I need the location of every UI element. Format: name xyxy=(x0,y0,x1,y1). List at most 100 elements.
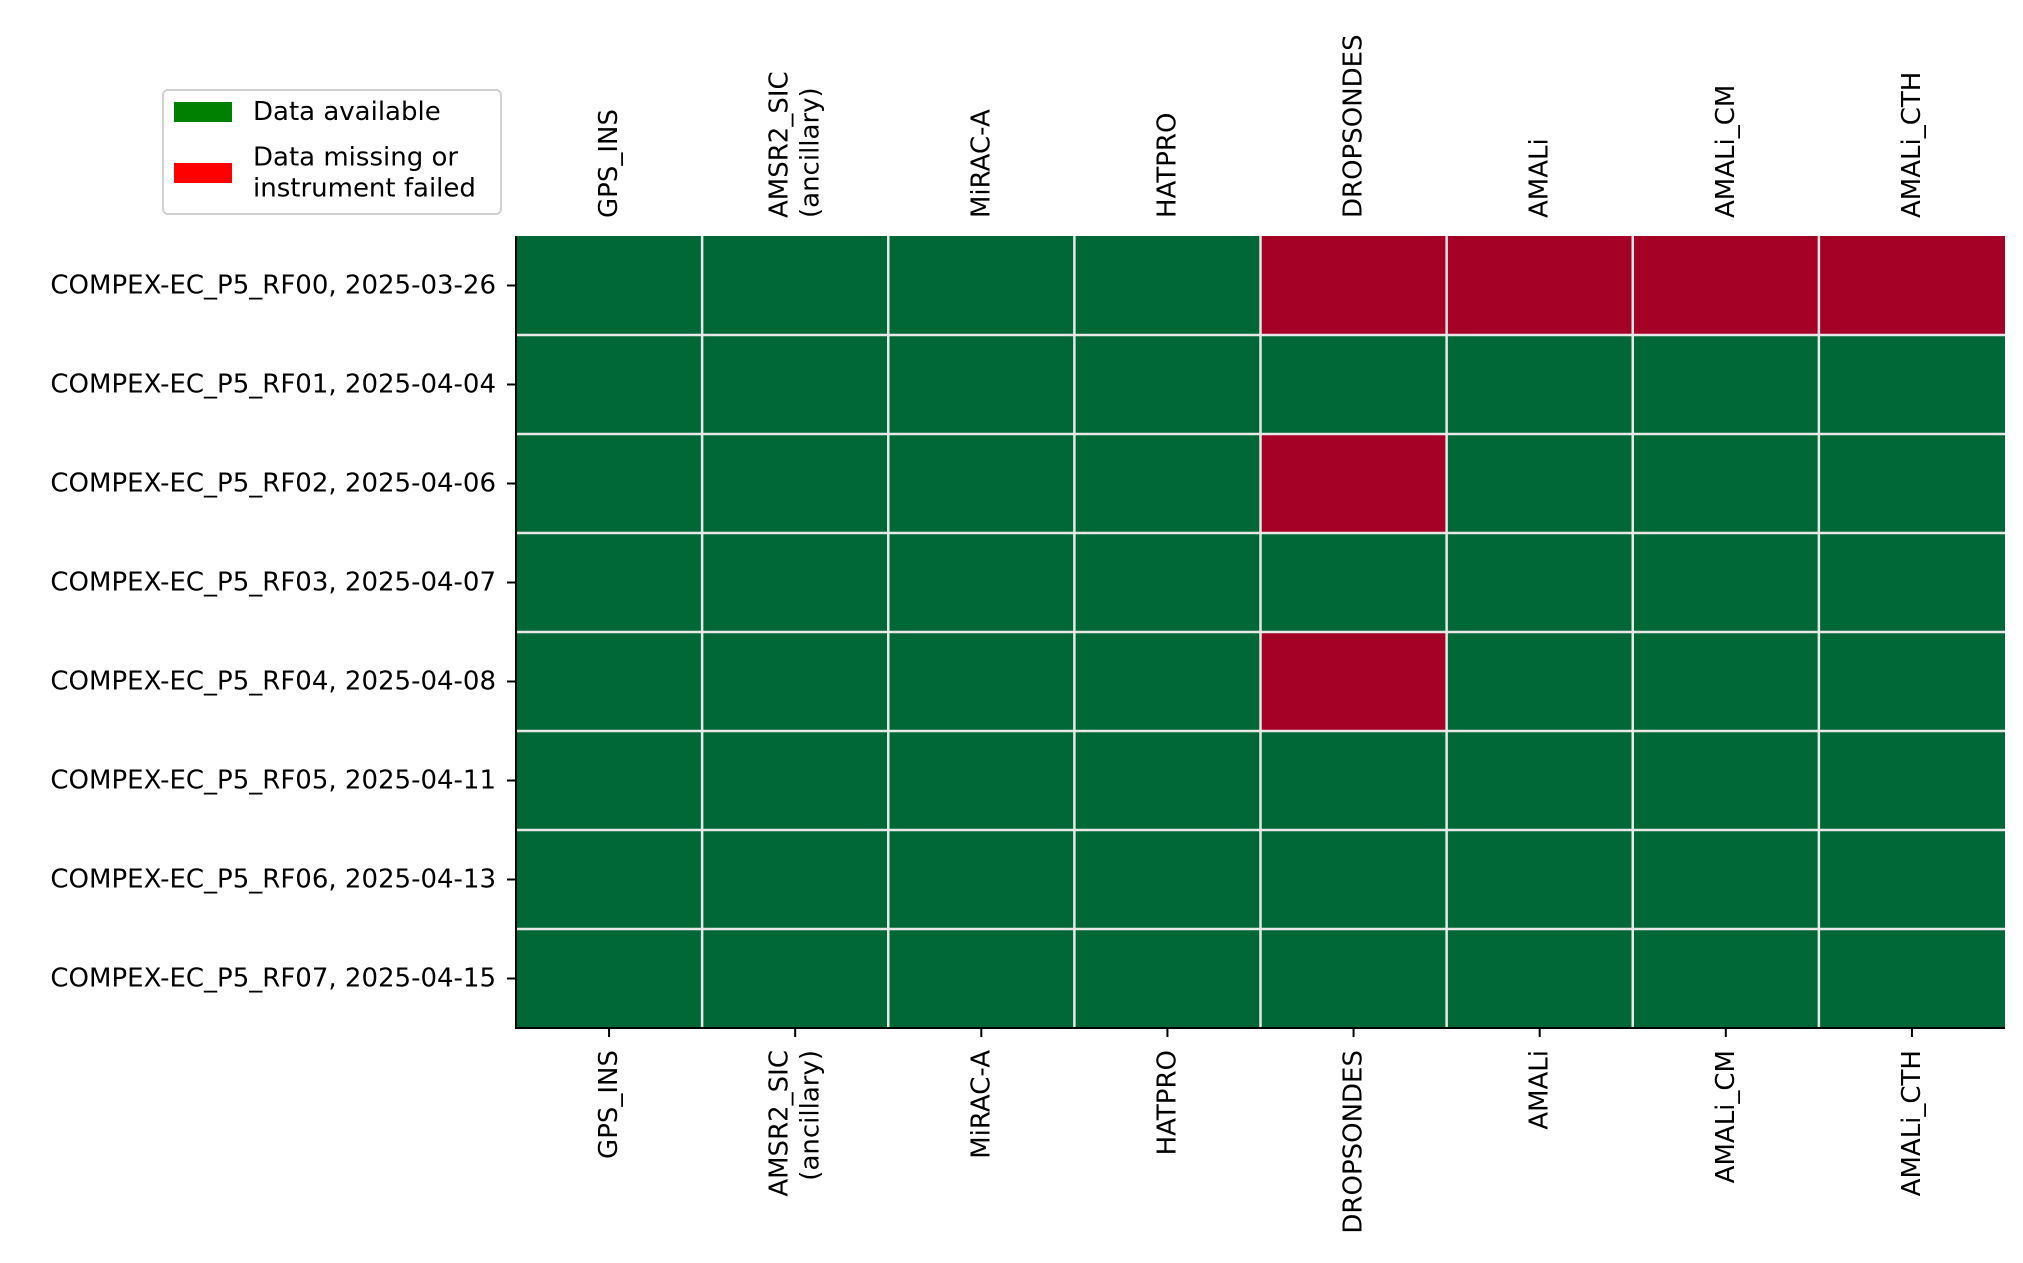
heatmap-cell-r6-c7 xyxy=(1818,830,2005,929)
column-label-line: AMALi_CM xyxy=(1711,85,1741,218)
column-label-line: MiRAC-A xyxy=(966,109,996,218)
column-label-top: MiRAC-A xyxy=(966,109,996,218)
heatmap-cell-r7-c2 xyxy=(888,929,1075,1028)
row-label: COMPEX-EC_P5_RF05, 2025-04-11 xyxy=(50,766,496,796)
heatmap-cell-r7-c7 xyxy=(1818,929,2005,1028)
heatmap-cell-r0-c1 xyxy=(702,236,889,335)
column-label-line: DROPSONDES xyxy=(1339,34,1369,218)
heatmap-cell-r3-c0 xyxy=(516,533,703,632)
heatmap-cell-r2-c7 xyxy=(1818,434,2005,533)
heatmap-cell-r4-c2 xyxy=(888,632,1075,731)
heatmap-cell-r0-c0 xyxy=(516,236,703,335)
heatmap-cell-r6-c2 xyxy=(888,830,1075,929)
column-label-line: AMALi_CM xyxy=(1711,1050,1741,1183)
heatmap-cell-r2-c1 xyxy=(702,434,889,533)
heatmap-cell-r6-c0 xyxy=(516,830,703,929)
heatmap-cell-r3-c4 xyxy=(1260,533,1447,632)
legend-frame xyxy=(162,89,502,215)
heatmap-cell-r6-c1 xyxy=(702,830,889,929)
heatmap-cell-r6-c5 xyxy=(1446,830,1633,929)
heatmap-cell-r5-c4 xyxy=(1260,731,1447,830)
column-label-line: GPS_INS xyxy=(594,109,624,218)
heatmap-cell-r1-c6 xyxy=(1632,335,1819,434)
heatmap-cell-r7-c4 xyxy=(1260,929,1447,1028)
column-label-line: AMALi xyxy=(1525,138,1555,218)
heatmap-cell-r6-c4 xyxy=(1260,830,1447,929)
heatmap-cell-r4-c3 xyxy=(1074,632,1261,731)
heatmap-cell-r4-c7 xyxy=(1818,632,2005,731)
legend: Data available Data missing orinstrument … xyxy=(162,89,502,215)
heatmap-gridlines xyxy=(516,236,2005,1028)
column-label-line: AMSR2_SIC xyxy=(765,71,795,218)
legend-label: instrument failed xyxy=(253,174,476,204)
column-label-bottom: AMSR2_SIC (ancillary) xyxy=(765,1050,826,1197)
heatmap-cell-r0-c3 xyxy=(1074,236,1261,335)
column-label-top: AMALi xyxy=(1525,138,1555,218)
heatmap-cell-r1-c5 xyxy=(1446,335,1633,434)
heatmap-cell-r4-c0 xyxy=(516,632,703,731)
column-label-bottom: MiRAC-A xyxy=(966,1050,996,1159)
column-label-line: AMSR2_SIC xyxy=(765,1050,795,1197)
row-label: COMPEX-EC_P5_RF01, 2025-04-04 xyxy=(50,370,496,400)
heatmap-cell-r7-c0 xyxy=(516,929,703,1028)
column-label-line: (ancillary) xyxy=(796,87,826,218)
heatmap-cell-r1-c2 xyxy=(888,335,1075,434)
column-label-line: AMALi_CTH xyxy=(1897,72,1927,218)
heatmap-cell-r2-c5 xyxy=(1446,434,1633,533)
heatmap-cell-r3-c7 xyxy=(1818,533,2005,632)
heatmap-cell-r0-c4 xyxy=(1260,236,1447,335)
column-labels-top: GPS_INS AMSR2_SIC (ancillary) MiRAC-A HATPRO… xyxy=(594,34,1927,218)
heatmap-cell-r0-c6 xyxy=(1632,236,1819,335)
column-label-top: AMSR2_SIC (ancillary) xyxy=(765,71,826,218)
heatmap-cell-r1-c4 xyxy=(1260,335,1447,434)
heatmap-cell-r0-c2 xyxy=(888,236,1075,335)
row-label: COMPEX-EC_P5_RF00, 2025-03-26 xyxy=(50,271,496,301)
heatmap-cell-r3-c3 xyxy=(1074,533,1261,632)
heatmap-cell-r4-c1 xyxy=(702,632,889,731)
heatmap-cell-r7-c1 xyxy=(702,929,889,1028)
row-label: COMPEX-EC_P5_RF07, 2025-04-15 xyxy=(50,964,496,994)
legend-label: Data missing or xyxy=(253,143,458,173)
column-label-top: AMALi_CTH xyxy=(1897,72,1927,218)
column-label-line: HATPRO xyxy=(1152,1050,1182,1155)
heatmap-cell-r5-c3 xyxy=(1074,731,1261,830)
heatmap-cell-r5-c0 xyxy=(516,731,703,830)
column-label-bottom: HATPRO xyxy=(1152,1050,1182,1155)
column-label-bottom: AMALi_CM xyxy=(1711,1050,1741,1183)
column-label-bottom: GPS_INS xyxy=(594,1050,624,1159)
column-label-top: HATPRO xyxy=(1152,113,1182,218)
column-label-line: AMALi_CTH xyxy=(1897,1050,1927,1196)
heatmap-cell-r1-c7 xyxy=(1818,335,2005,434)
heatmap-cell-r7-c6 xyxy=(1632,929,1819,1028)
column-label-line: HATPRO xyxy=(1152,113,1182,218)
heatmap-cell-r2-c0 xyxy=(516,434,703,533)
heatmap-cell-r2-c2 xyxy=(888,434,1075,533)
heatmap-cells xyxy=(516,236,2005,1028)
heatmap-cell-r2-c6 xyxy=(1632,434,1819,533)
heatmap-cell-r3-c5 xyxy=(1446,533,1633,632)
column-label-line: MiRAC-A xyxy=(966,1050,996,1159)
column-label-line: (ancillary) xyxy=(796,1050,826,1181)
heatmap-cell-r1-c1 xyxy=(702,335,889,434)
column-label-top: GPS_INS xyxy=(594,109,624,218)
legend-swatch xyxy=(174,163,232,183)
column-label-bottom: AMALi_CTH xyxy=(1897,1050,1927,1196)
heatmap-cell-r5-c7 xyxy=(1818,731,2005,830)
column-label-line: DROPSONDES xyxy=(1339,1050,1369,1234)
legend-swatch xyxy=(174,102,232,122)
heatmap-cell-r5-c2 xyxy=(888,731,1075,830)
column-label-top: AMALi_CM xyxy=(1711,85,1741,218)
column-labels-bottom: GPS_INS AMSR2_SIC (ancillary) MiRAC-A HATPRO… xyxy=(594,1050,1927,1234)
heatmap-cell-r2-c3 xyxy=(1074,434,1261,533)
row-label: COMPEX-EC_P5_RF04, 2025-04-08 xyxy=(50,667,496,697)
heatmap-cell-r5-c1 xyxy=(702,731,889,830)
row-label: COMPEX-EC_P5_RF02, 2025-04-06 xyxy=(50,469,496,499)
row-labels: COMPEX-EC_P5_RF00, 2025-03-26 COMPEX-EC_P… xyxy=(50,271,496,994)
row-label: COMPEX-EC_P5_RF03, 2025-04-07 xyxy=(50,568,496,598)
heatmap-cell-r6-c6 xyxy=(1632,830,1819,929)
heatmap-cell-r5-c5 xyxy=(1446,731,1633,830)
row-label: COMPEX-EC_P5_RF06, 2025-04-13 xyxy=(50,865,496,895)
column-label-bottom: DROPSONDES xyxy=(1339,1050,1369,1234)
heatmap-cell-r1-c0 xyxy=(516,335,703,434)
